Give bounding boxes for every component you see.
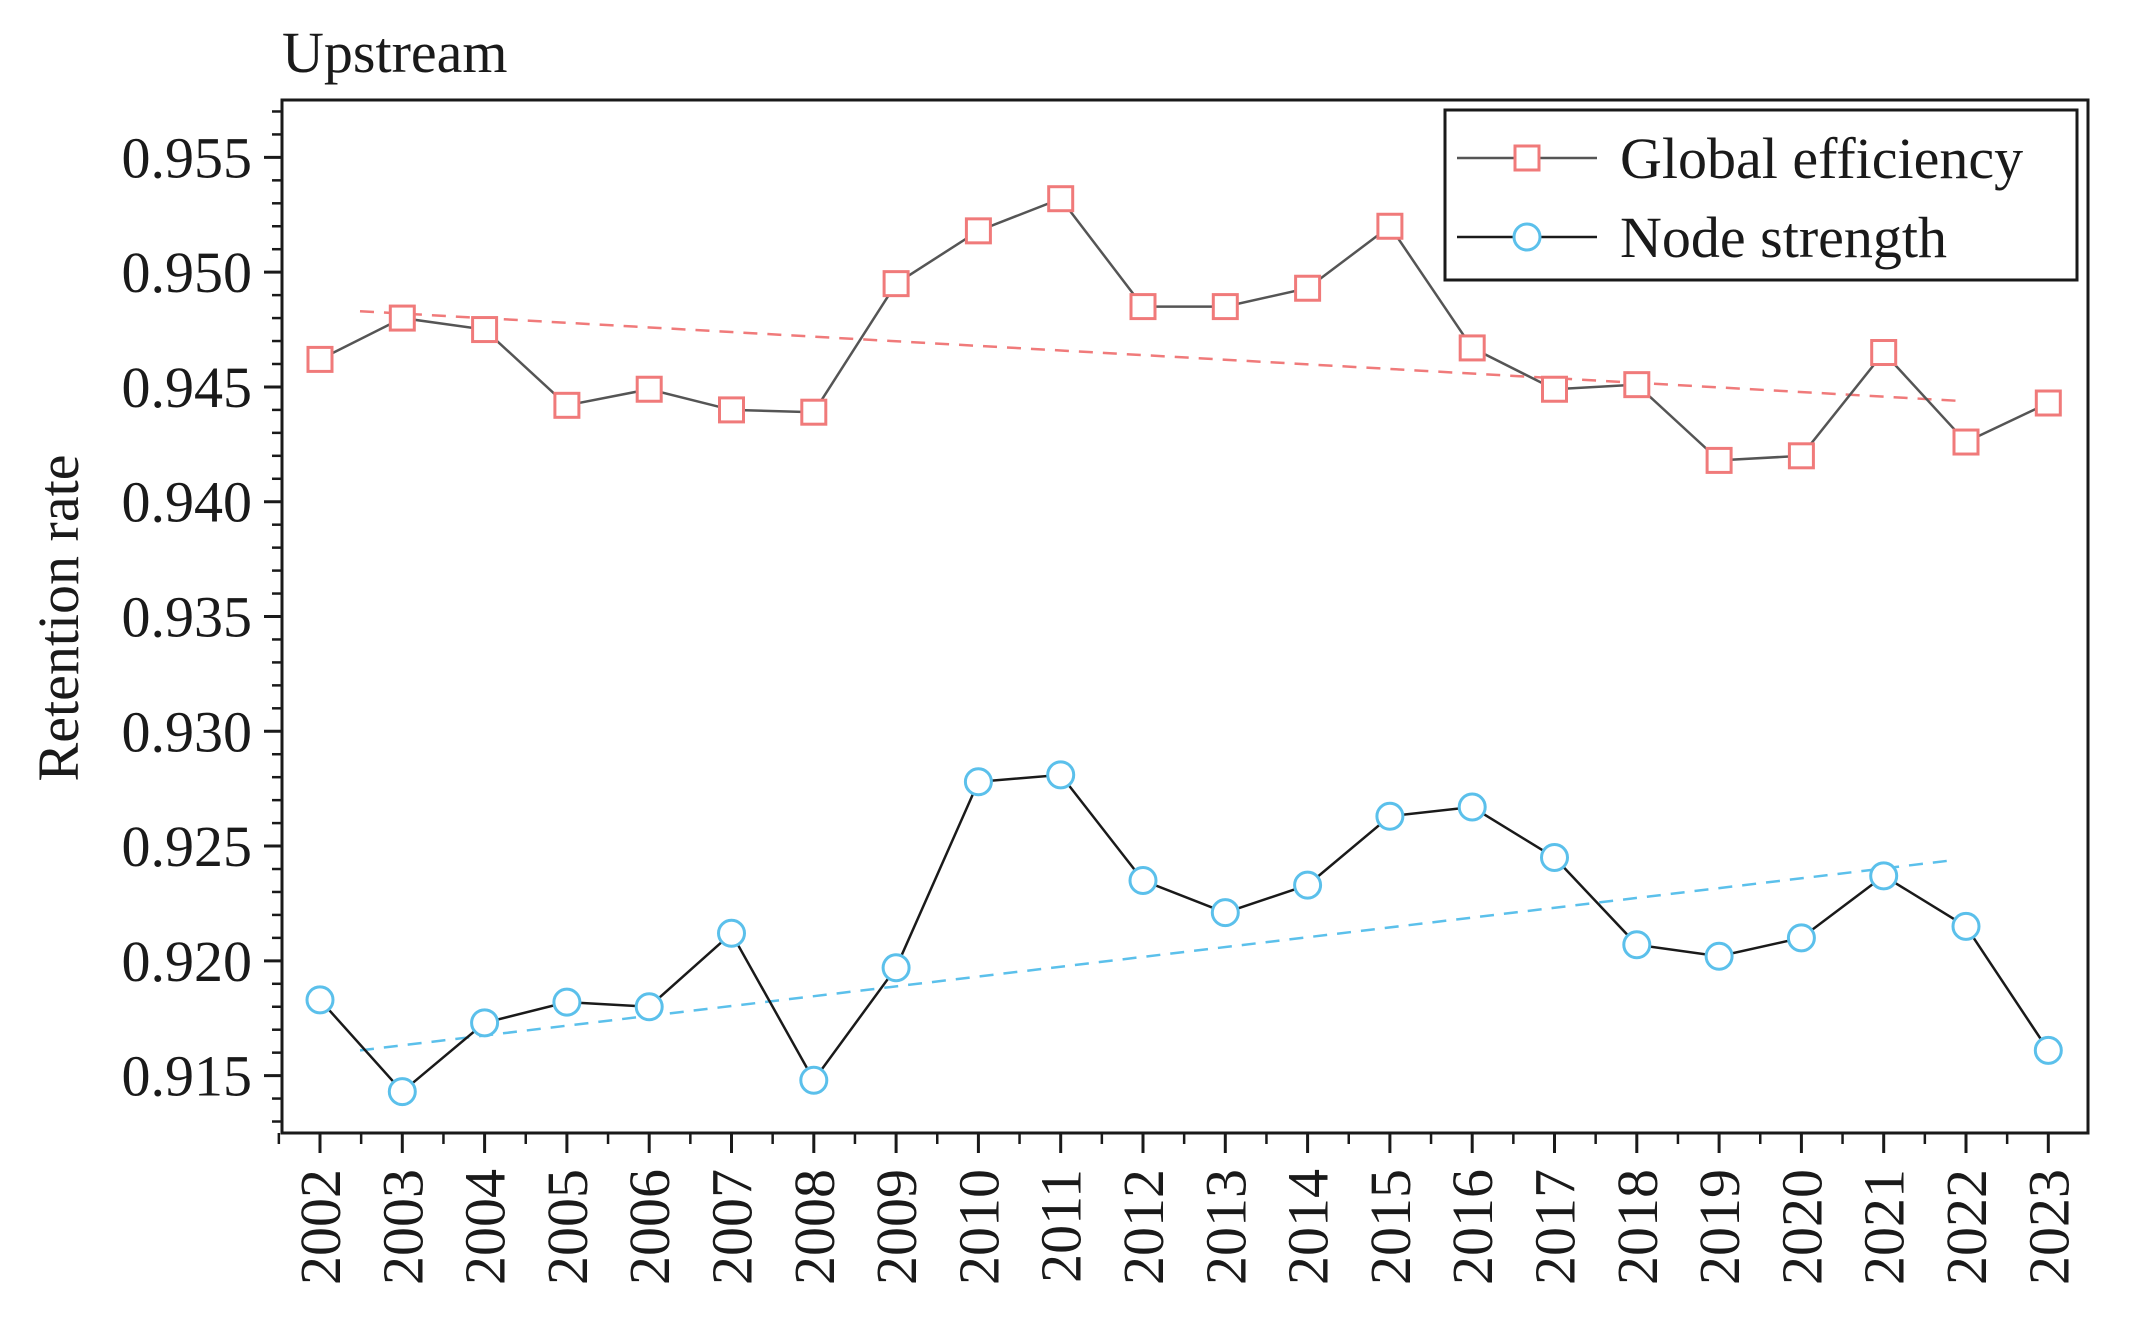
x-tick-label: 2011 [1029,1169,1094,1283]
x-tick-label: 2015 [1358,1169,1423,1285]
x-tick-label: 2017 [1523,1169,1588,1285]
legend-label: Node strength [1620,205,1947,270]
x-tick-label: 2019 [1687,1169,1752,1285]
y-tick-label: 0.915 [122,1044,253,1109]
data-point [387,1077,417,1107]
data-series [305,185,2063,1107]
data-point [1786,923,1816,953]
data-point [964,217,992,245]
data-point [1129,293,1157,321]
data-point [388,304,416,332]
data-point [1293,870,1323,900]
legend-box [1443,108,2079,282]
data-point [1047,185,1075,213]
y-tick-label: 0.935 [122,585,253,650]
x-tick-label: 2008 [782,1169,847,1285]
x-tick-label: 2007 [700,1169,765,1285]
data-point [1622,930,1652,960]
data-point [2033,1035,2063,1065]
data-point [963,767,993,797]
data-point [882,270,910,298]
trend-line [359,858,1957,1052]
data-point [1457,792,1487,822]
data-point [1540,843,1569,873]
data-point [718,396,745,424]
x-tick-label: 2006 [617,1169,682,1285]
series-line [319,197,2049,462]
data-point [1375,801,1405,831]
trend-line [359,309,1957,402]
series-line [319,773,2050,1094]
data-point [634,992,664,1022]
data-point [1211,293,1239,321]
chart-title: Upstream [282,20,508,85]
data-point [1704,941,1734,971]
legend-marker [1512,222,1542,252]
data-point [305,985,335,1015]
x-tick-label: 2003 [370,1169,435,1285]
data-point [800,398,828,426]
data-point [1541,375,1568,403]
y-tick-label: 0.955 [122,125,253,190]
data-point [799,1065,829,1095]
data-point [471,316,499,344]
data-point [470,1008,500,1038]
data-point [2034,389,2062,417]
y-tick-label: 0.940 [122,470,253,535]
y-tick-label: 0.930 [122,699,253,764]
data-point [635,375,663,403]
data-point [553,391,581,419]
data-point [1046,760,1076,790]
x-tick-label: 2012 [1111,1169,1176,1285]
axes: 0.915 0.920 0.925 0.930 0.935 0.940 0.945 0.950… [26,98,2090,1285]
x-tick-label: 2009 [864,1169,929,1285]
trend-lines [359,309,1957,1052]
data-point [1294,274,1322,302]
data-point [1869,861,1899,891]
data-point [1705,446,1733,474]
y-tick-label: 0.945 [122,355,253,420]
x-tick-label: 2020 [1769,1169,1834,1285]
x-tick-label: 2013 [1193,1169,1258,1285]
data-point [881,953,911,983]
data-point [1623,371,1651,399]
data-point [1870,339,1898,367]
y-tick-label: 0.920 [122,929,253,994]
legend-label: Global efficiency [1620,126,2023,191]
data-point [552,987,582,1017]
y-tick-label: 0.950 [122,240,253,305]
series-0 [306,185,2062,474]
x-tick-label: 2002 [288,1169,353,1285]
data-point [306,345,334,373]
x-tick-label: 2018 [1605,1169,1670,1285]
data-point [717,918,746,948]
x-tick-label: 2023 [2016,1169,2081,1285]
x-tick-label: 2014 [1276,1169,1341,1285]
data-point [1376,212,1404,240]
x-tick-label: 2016 [1440,1169,1505,1285]
data-point [1210,898,1240,928]
x-tick-label: 2005 [535,1169,600,1285]
y-axis-title: Retention rate [26,455,91,782]
legend: Global efficiency Node strength [1443,108,2079,282]
data-point [1128,865,1158,895]
x-tick-label: 2021 [1852,1169,1917,1285]
data-point [1952,428,1980,456]
y-tick-label: 0.925 [122,814,253,879]
series-1 [305,760,2063,1107]
data-point [1951,911,1981,941]
x-tick-label: 2004 [453,1169,518,1285]
data-point [1458,334,1486,362]
legend-marker [1513,144,1541,172]
data-point [1787,442,1815,470]
x-tick-label: 2022 [1934,1169,1999,1285]
x-tick-label: 2010 [946,1169,1011,1285]
